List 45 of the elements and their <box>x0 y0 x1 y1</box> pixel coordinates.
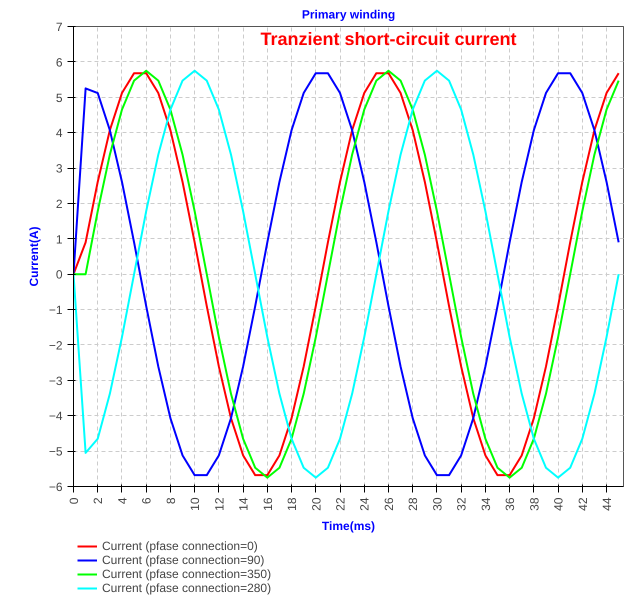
y-tick-label: 4 <box>56 126 63 140</box>
legend-label: Current (pfase connection=90) <box>102 553 264 567</box>
x-tick-label: 24 <box>358 497 372 511</box>
x-tick-label: 0 <box>67 497 81 504</box>
x-tick-label: 18 <box>285 497 300 511</box>
y-tick-label: −5 <box>48 444 63 459</box>
x-tick-label: 44 <box>600 497 614 511</box>
x-tick-label: 8 <box>164 497 178 504</box>
x-tick-label: 28 <box>406 497 420 511</box>
y-tick-label: −6 <box>48 480 63 494</box>
x-tick-label: 38 <box>527 497 542 511</box>
y-tick-label: 6 <box>56 55 63 70</box>
y-axis-title: Current(A) <box>26 226 41 286</box>
x-tick-label: 36 <box>503 497 518 511</box>
x-tick-label: 14 <box>236 497 251 511</box>
x-tick-label: 30 <box>430 497 444 511</box>
x-tick-label: 34 <box>478 497 493 511</box>
y-tick-label: 5 <box>56 90 63 105</box>
legend-label: Current (pfase connection=0) <box>102 539 258 553</box>
y-tick-label: 1 <box>56 232 63 246</box>
y-tick-label: 3 <box>56 162 63 176</box>
legend-label: Current (pfase connection=280) <box>102 581 272 595</box>
chart-title: Primary winding <box>302 8 396 22</box>
x-tick-label: 12 <box>212 497 226 511</box>
y-tick-label: −4 <box>48 409 63 424</box>
x-tick-label: 6 <box>140 497 154 504</box>
y-tick-label: 7 <box>56 20 63 34</box>
x-tick-label: 32 <box>454 497 469 511</box>
x-tick-label: 22 <box>334 497 348 511</box>
annotation: Tranzient short-circuit current <box>260 28 517 49</box>
x-tick-label: 42 <box>576 497 590 511</box>
x-tick-label: 26 <box>382 497 396 511</box>
x-axis-title: Time(ms) <box>322 518 376 533</box>
y-tick-label: −2 <box>48 338 63 352</box>
legend-label: Current (pfase connection=350) <box>102 567 272 581</box>
x-tick-label: 16 <box>260 497 275 511</box>
x-tick-label: 20 <box>309 497 324 511</box>
y-tick-label: 2 <box>56 196 63 211</box>
x-tick-label: 4 <box>115 497 130 504</box>
x-tick-label: 40 <box>552 497 566 511</box>
y-tick-label: −1 <box>48 303 63 318</box>
y-tick-label: −3 <box>48 374 63 388</box>
x-tick-label: 10 <box>188 497 202 511</box>
x-tick-label: 2 <box>91 497 106 504</box>
y-tick-label: 0 <box>56 268 63 282</box>
